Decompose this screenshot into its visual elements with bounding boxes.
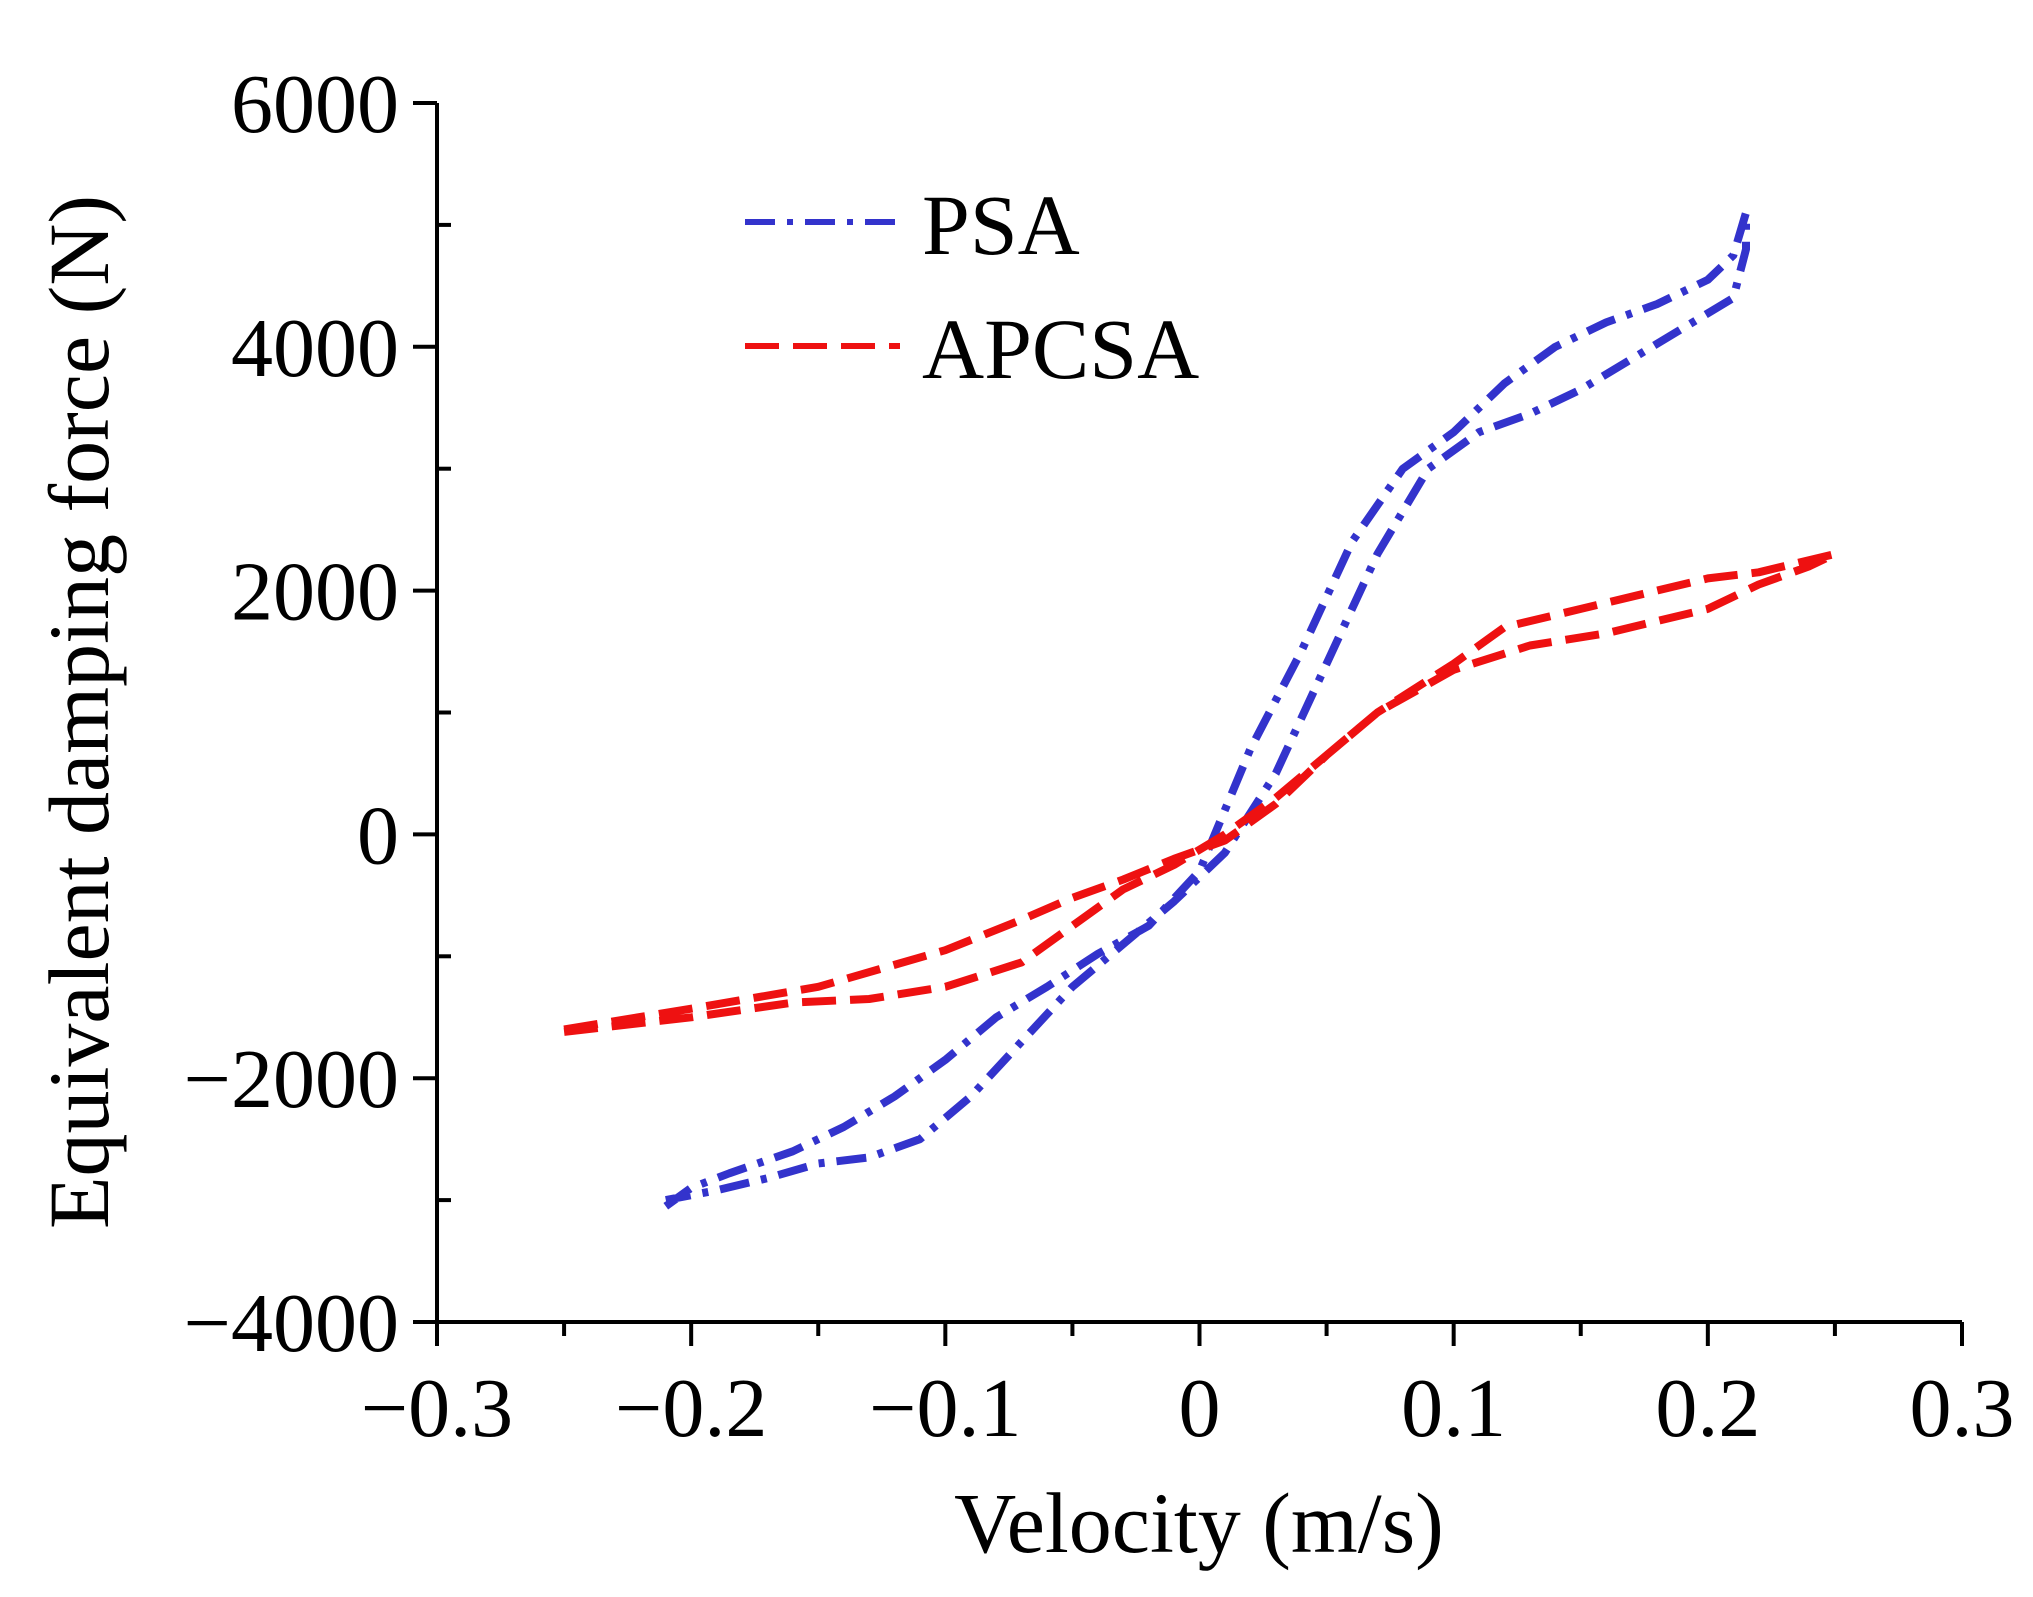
x-tick-label: 0.3 bbox=[1910, 1362, 2015, 1455]
tick-labels: −0.3 −0.2 −0.1 0 0.1 0.2 0.3 −4000 −2000 0 2000 400… bbox=[184, 58, 2015, 1455]
x-tick-label: 0.2 bbox=[1655, 1362, 1760, 1455]
legend-label-psa: PSA bbox=[922, 177, 1080, 273]
y-axis-title: Equivalent damping force (N) bbox=[31, 195, 127, 1229]
series-line-apcsa bbox=[563, 550, 1839, 1036]
y-tick-label: 2000 bbox=[231, 546, 399, 639]
x-axis-title: Velocity (m/s) bbox=[954, 1475, 1444, 1571]
y-tick-label: 0 bbox=[357, 789, 399, 882]
x-tick-label: −0.1 bbox=[869, 1362, 1021, 1455]
ticks bbox=[413, 101, 1964, 1346]
y-tick-label: −4000 bbox=[184, 1277, 399, 1370]
series-group bbox=[563, 208, 1839, 1210]
y-tick-label: 4000 bbox=[231, 302, 399, 395]
y-tick-label: 6000 bbox=[231, 58, 399, 151]
series-line-psa bbox=[663, 208, 1750, 1210]
x-tick-label: −0.2 bbox=[615, 1362, 767, 1455]
legend: PSA APCSA bbox=[745, 177, 1199, 397]
x-tick-label: −0.3 bbox=[361, 1362, 513, 1455]
x-tick-label: 0 bbox=[1179, 1362, 1221, 1455]
x-tick-label: 0.1 bbox=[1401, 1362, 1506, 1455]
y-tick-label: −2000 bbox=[184, 1033, 399, 1126]
legend-label-apcsa: APCSA bbox=[922, 301, 1199, 397]
